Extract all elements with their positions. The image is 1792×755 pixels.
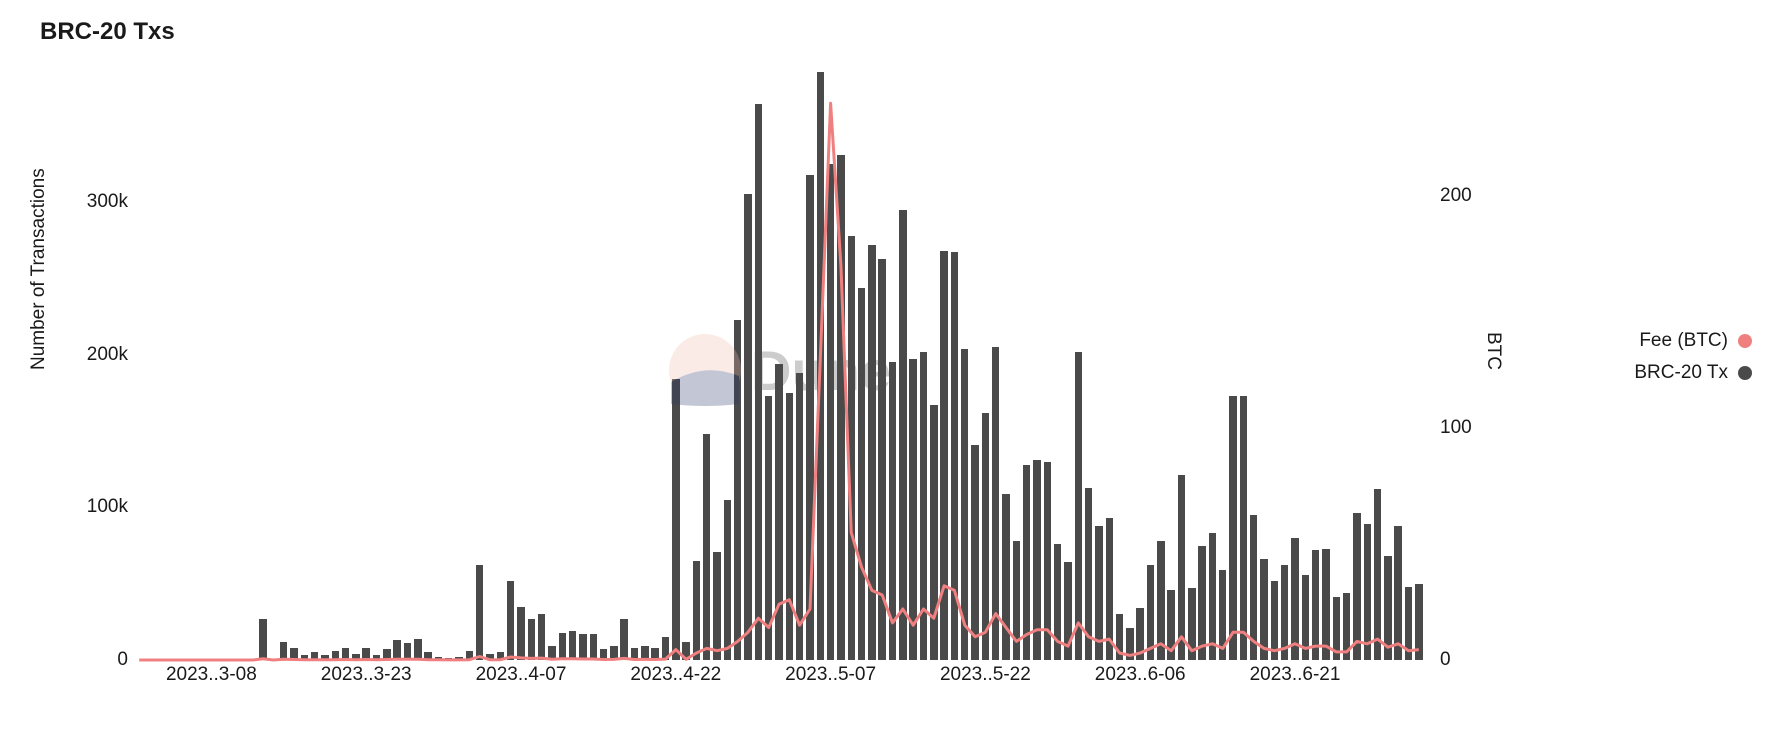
legend-label: BRC-20 Tx: [1634, 362, 1728, 384]
y-right-tick: 100: [1440, 417, 1472, 439]
chart-container: BRC-20 Txs Number of Transactions BTC Du…: [0, 0, 1792, 755]
x-tick: 2023..5-22: [940, 664, 1031, 686]
y-left-tick: 0: [117, 649, 128, 671]
line-chart-svg: [134, 80, 1424, 660]
legend-dot-icon: [1738, 334, 1752, 348]
x-tick: 2023..4-07: [476, 664, 567, 686]
plot-area: Dune: [134, 80, 1424, 660]
y-left-tick: 300k: [87, 191, 128, 213]
x-tick: 2023..6-06: [1095, 664, 1186, 686]
legend-dot-icon: [1738, 366, 1752, 380]
y-left-tick: 100k: [87, 496, 128, 518]
legend-item: BRC-20 Tx: [1634, 362, 1752, 384]
legend: Fee (BTC) BRC-20 Tx: [1634, 330, 1752, 394]
y-right-tick: 0: [1440, 649, 1451, 671]
x-tick: 2023..5-07: [785, 664, 876, 686]
y-axis-right-label: BTC: [1482, 332, 1504, 370]
y-right-tick: 200: [1440, 185, 1472, 207]
x-tick: 2023..4-22: [630, 664, 721, 686]
legend-label: Fee (BTC): [1639, 330, 1728, 352]
x-tick: 2023..3-23: [321, 664, 412, 686]
y-left-tick: 200k: [87, 344, 128, 366]
fee-line: [139, 103, 1419, 660]
y-axis-left-label: Number of Transactions: [28, 168, 50, 370]
x-tick: 2023..6-21: [1250, 664, 1341, 686]
chart-title: BRC-20 Txs: [40, 18, 175, 46]
x-tick: 2023..3-08: [166, 664, 257, 686]
legend-item: Fee (BTC): [1634, 330, 1752, 352]
